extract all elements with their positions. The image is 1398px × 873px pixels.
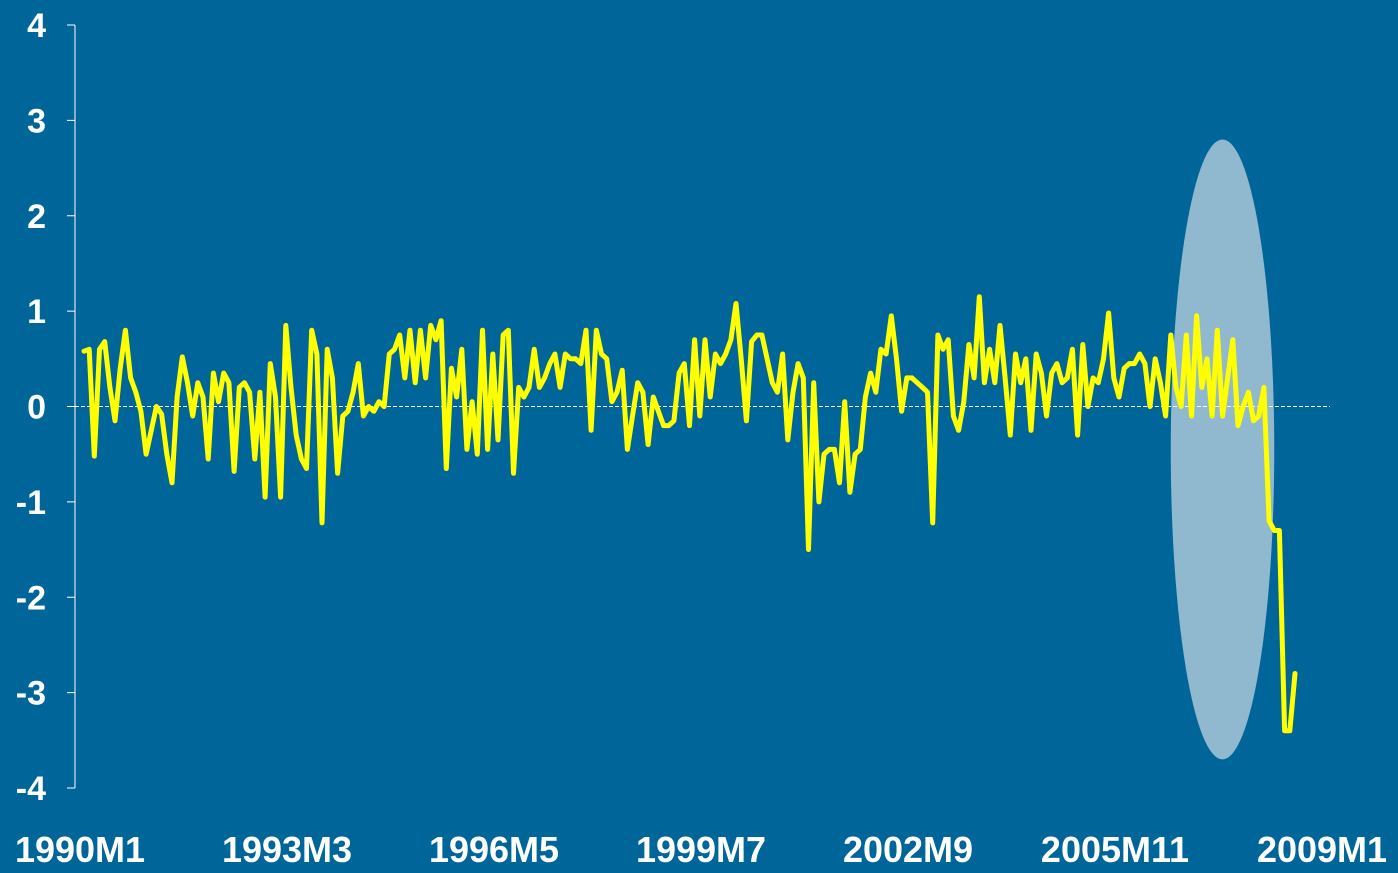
highlight-ellipse	[1170, 139, 1275, 760]
x-tick-label: 2002M9	[843, 829, 973, 868]
series-line	[81, 294, 1298, 734]
x-tick-label: 1999M7	[636, 829, 766, 868]
y-tick-label: -4	[16, 770, 46, 808]
x-tick-label: 1990M1	[15, 829, 145, 868]
y-tick-label: 1	[27, 293, 46, 331]
y-tick-label: 4	[27, 7, 46, 45]
x-tick-label: 1993M3	[222, 829, 352, 868]
x-tick-label: 1996M5	[429, 829, 559, 868]
y-tick-label: 3	[27, 102, 46, 140]
y-tick-label: -1	[16, 484, 46, 522]
y-tick-label: 0	[27, 389, 46, 427]
x-tick-label: 2009M1	[1257, 829, 1387, 868]
y-tick-label: -3	[16, 675, 46, 713]
y-tick-label: 2	[27, 198, 46, 236]
x-tick-label: 2005M11	[1041, 829, 1189, 868]
y-tick-label: -2	[16, 579, 46, 617]
